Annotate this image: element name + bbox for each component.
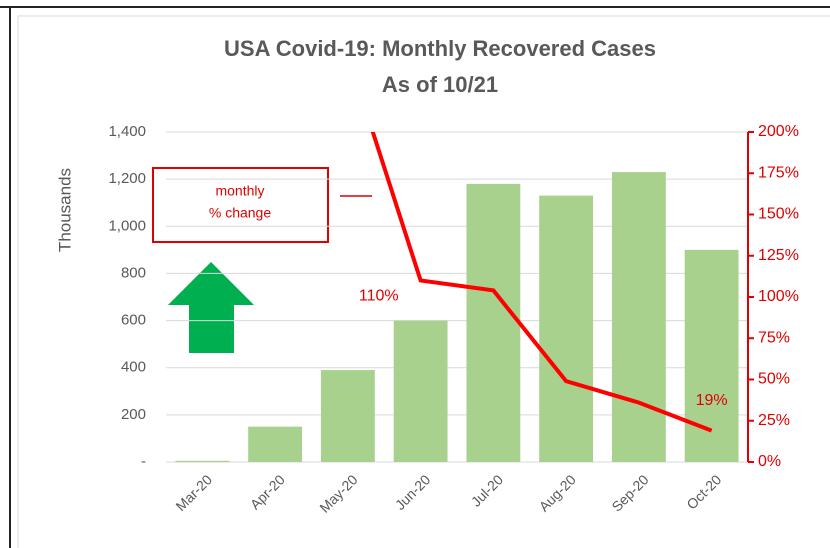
- annotation-text: monthly: [215, 183, 264, 199]
- bar: [393, 320, 448, 462]
- chart-title: USA Covid-19: Monthly Recovered Cases: [224, 36, 656, 61]
- y2-tick-label: 175%: [758, 164, 799, 181]
- data-label: 110%: [359, 288, 399, 305]
- bar: [248, 426, 303, 462]
- y2-tick-label: 75%: [758, 329, 790, 346]
- line: [370, 132, 713, 433]
- y2-tick-label: 50%: [758, 371, 790, 388]
- y-tick-label: 1,200: [108, 170, 146, 187]
- y-tick-label: 400: [121, 359, 146, 376]
- bar: [466, 183, 521, 462]
- line-group: [370, 132, 713, 433]
- y2-tick-label: 125%: [758, 247, 799, 264]
- bar: [684, 249, 739, 462]
- y-axis-label: Thousands: [55, 168, 74, 252]
- y-tick-label: 600: [121, 312, 146, 329]
- y2-tick-label: 200%: [758, 123, 799, 140]
- up-arrow: [168, 262, 254, 353]
- y2-tick-label: 0%: [758, 453, 781, 470]
- annotation-box: [152, 167, 329, 243]
- bar: [539, 195, 594, 462]
- y2-tick-label: 150%: [758, 206, 799, 223]
- y2-tick-label: 100%: [758, 288, 799, 305]
- bar: [611, 172, 666, 463]
- annotation-text: % change: [209, 205, 271, 221]
- bar: [320, 370, 375, 462]
- y-tick-label: 1,000: [108, 217, 146, 234]
- y2-tick-label: 25%: [758, 412, 790, 429]
- chart-subtitle: As of 10/21: [382, 72, 498, 97]
- y-tick-label: -: [141, 453, 146, 470]
- bar: [175, 460, 230, 462]
- y-tick-label: 200: [121, 406, 146, 423]
- y-tick-label: 1,400: [108, 123, 146, 140]
- data-label: 19%: [696, 392, 728, 409]
- y-tick-label: 800: [121, 264, 146, 281]
